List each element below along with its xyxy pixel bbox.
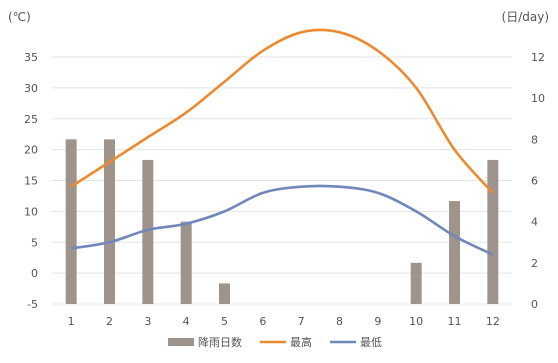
- x-tick-label: 1: [68, 315, 75, 328]
- y-left-tick-label: 10: [24, 205, 38, 218]
- legend-label: 最低: [360, 336, 382, 349]
- y-left-tick-label: -5: [27, 298, 38, 311]
- bar-rainy-days: [449, 201, 460, 304]
- bar-rainy-days: [487, 160, 498, 304]
- x-tick-label: 12: [486, 315, 500, 328]
- y-left-tick-label: 30: [24, 82, 38, 95]
- gridlines: [52, 57, 512, 304]
- bar-rainy-days: [219, 283, 230, 304]
- y-right-tick-label: 2: [531, 257, 538, 270]
- legend-label: 最高: [290, 335, 312, 349]
- y-right-tick-label: 8: [531, 133, 538, 146]
- line-min-temp: [71, 186, 493, 255]
- x-tick-label: 11: [448, 315, 462, 328]
- y-left-tick-label: 20: [24, 144, 38, 157]
- legend-label: 降雨日数: [198, 335, 242, 349]
- y-left-tick-label: 25: [24, 113, 38, 126]
- bar-rainy-days: [181, 222, 192, 304]
- y-left-unit-label: (℃): [8, 10, 31, 24]
- line-max-temp: [71, 30, 493, 193]
- x-tick-label: 8: [336, 315, 343, 328]
- y-right-unit-label: (日/day): [502, 10, 549, 24]
- y-right-tick-label: 12: [531, 51, 545, 64]
- line-series: [71, 30, 493, 255]
- x-tick-label: 6: [259, 315, 266, 328]
- y-left-tick-label: 5: [31, 236, 38, 249]
- legend: 降雨日数 最高 最低: [168, 335, 382, 349]
- y-left-tick-label: 15: [24, 175, 38, 188]
- x-tick-label: 10: [409, 315, 423, 328]
- y-right-tick-label: 10: [531, 92, 545, 105]
- x-tick-label: 5: [221, 315, 228, 328]
- x-tick-label: 3: [144, 315, 151, 328]
- bar-rainy-days: [411, 263, 422, 304]
- y-left-tick-label: 0: [31, 267, 38, 280]
- y-right-tick-label: 0: [531, 298, 538, 311]
- bar-rainy-days: [66, 139, 77, 304]
- x-tick-label: 9: [374, 315, 381, 328]
- x-tick-label: 7: [298, 315, 305, 328]
- y-right-tick-label: 4: [531, 216, 538, 229]
- x-tick-label: 4: [183, 315, 190, 328]
- x-tick-label: 2: [106, 315, 113, 328]
- y-right-tick-label: 6: [531, 175, 538, 188]
- y-left-tick-label: 35: [24, 51, 38, 64]
- legend-swatch-bar: [168, 338, 194, 346]
